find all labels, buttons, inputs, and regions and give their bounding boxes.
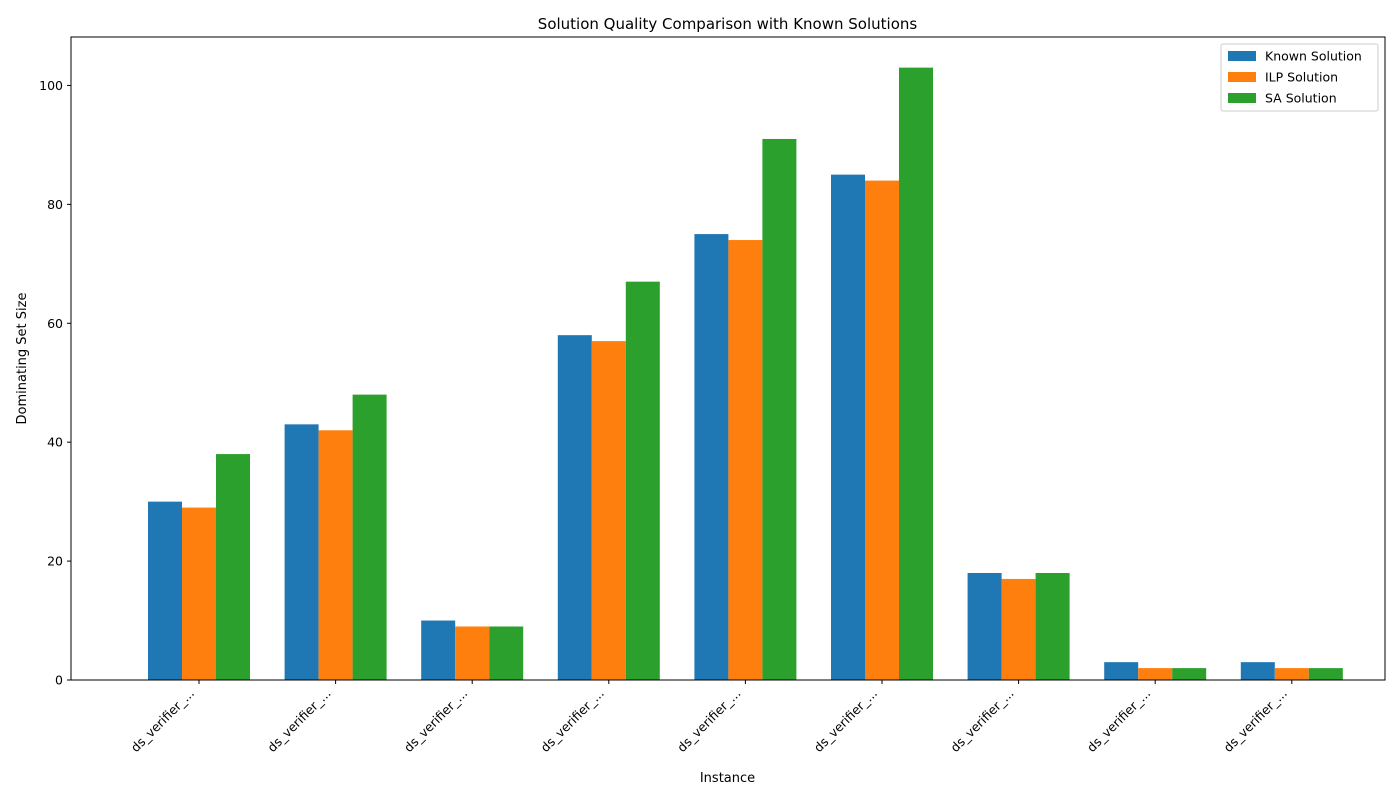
- bar-known-solution-2: [421, 620, 456, 680]
- bar-ilp-solution-3: [591, 341, 626, 680]
- x-tick-label: ds_verifier_...: [264, 686, 333, 755]
- x-tick-label: ds_verifier_...: [1220, 686, 1289, 755]
- bar-known-solution-4: [694, 234, 729, 680]
- bar-ilp-solution-2: [455, 626, 490, 680]
- y-tick-label: 40: [47, 435, 63, 450]
- bars-group: [148, 67, 1343, 681]
- chart-title: Solution Quality Comparison with Known S…: [538, 15, 918, 33]
- bar-ilp-solution-0: [182, 507, 216, 680]
- x-tick-label: ds_verifier_...: [811, 686, 880, 755]
- bar-ilp-solution-5: [865, 180, 899, 680]
- legend-label: ILP Solution: [1265, 70, 1338, 85]
- bar-sa-solution-7: [1172, 668, 1207, 680]
- legend: Known Solution ILP Solution SA Solution: [1220, 43, 1379, 112]
- bar-sa-solution-6: [1035, 572, 1070, 680]
- bar-ilp-solution-7: [1138, 668, 1173, 680]
- legend-swatch-known-solution: [1228, 51, 1256, 61]
- x-tick-label: ds_verifier_...: [537, 686, 606, 755]
- bar-known-solution-6: [967, 572, 1002, 680]
- bar-known-solution-3: [557, 335, 592, 680]
- bar-sa-solution-4: [762, 138, 797, 680]
- bar-sa-solution-5: [899, 67, 933, 681]
- bar-known-solution-7: [1104, 662, 1139, 680]
- legend-box: [1220, 43, 1379, 112]
- x-tick-label: ds_verifier_...: [401, 686, 470, 755]
- y-tick-label: 60: [47, 316, 63, 331]
- bar-known-solution-1: [284, 424, 319, 680]
- x-tick-label: ds_verifier_...: [1084, 686, 1153, 755]
- bar-ilp-solution-4: [728, 240, 763, 680]
- bar-sa-solution-1: [352, 394, 387, 680]
- x-axis: ds_verifier_... ds_verifier_... ds_verifie…: [128, 680, 1293, 755]
- bar-known-solution-8: [1240, 662, 1275, 680]
- bar-ilp-solution-6: [1001, 578, 1036, 680]
- legend-label: Known Solution: [1265, 49, 1362, 64]
- y-tick-label: 20: [47, 554, 63, 569]
- y-tick-label: 80: [47, 197, 63, 212]
- bar-known-solution-5: [831, 174, 865, 680]
- y-tick-label: 0: [55, 673, 63, 688]
- legend-label: SA Solution: [1265, 91, 1337, 106]
- bar-sa-solution-0: [216, 454, 250, 680]
- x-tick-label: ds_verifier_...: [947, 686, 1016, 755]
- x-tick-label: ds_verifier_...: [128, 686, 197, 755]
- plot-frame: [70, 36, 1386, 681]
- legend-swatch-sa-solution: [1228, 93, 1256, 103]
- x-axis-label: Instance: [700, 771, 755, 786]
- y-axis: 0 20 40 60 80 100: [39, 78, 71, 688]
- legend-swatch-ilp-solution: [1228, 72, 1256, 82]
- bar-known-solution-0: [148, 501, 182, 680]
- bar-ilp-solution-8: [1274, 668, 1309, 680]
- bar-sa-solution-8: [1308, 668, 1343, 680]
- bar-sa-solution-3: [625, 281, 660, 680]
- bar-ilp-solution-1: [318, 430, 353, 680]
- y-axis-label: Dominating Set Size: [15, 293, 30, 425]
- y-tick-label: 100: [39, 78, 63, 93]
- bar-sa-solution-2: [489, 626, 524, 680]
- x-tick-label: ds_verifier_...: [674, 686, 743, 755]
